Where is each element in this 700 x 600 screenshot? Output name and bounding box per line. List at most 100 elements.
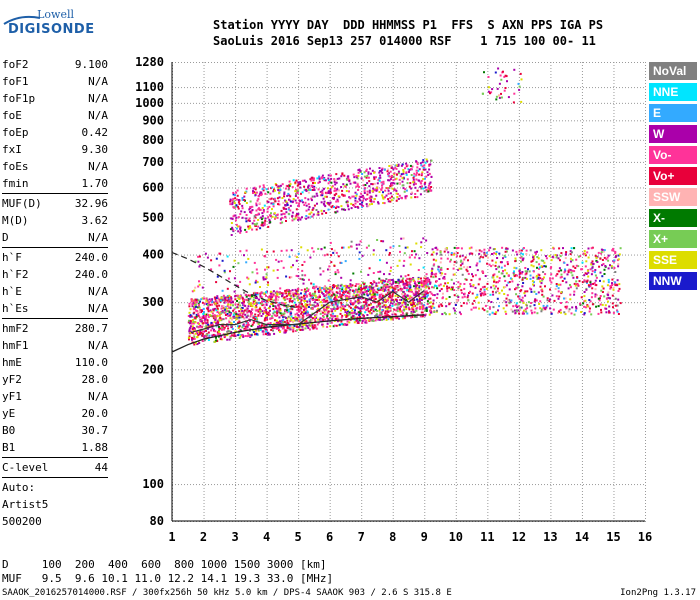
grid-dot xyxy=(193,120,194,122)
grid-dot xyxy=(455,215,457,216)
grid-dot xyxy=(223,484,224,486)
grid-dot xyxy=(329,215,331,216)
grid-dot xyxy=(199,120,200,122)
grid-dot xyxy=(610,102,611,104)
grid-dot xyxy=(392,332,394,333)
grid-dot xyxy=(418,187,419,189)
grid-dot xyxy=(424,497,426,498)
grid-dot xyxy=(211,254,212,256)
grid-dot xyxy=(455,341,457,342)
grid-dot xyxy=(475,87,476,89)
grid-dot xyxy=(607,217,608,219)
grid-dot xyxy=(455,104,457,105)
grid-dot xyxy=(613,68,615,69)
grid-dot xyxy=(518,293,520,294)
grid-dot xyxy=(613,311,615,312)
grid-dot xyxy=(469,161,470,163)
echo-point xyxy=(310,315,313,318)
grid-dot xyxy=(379,484,380,486)
grid-dot xyxy=(631,302,632,304)
grid-dot xyxy=(235,479,237,480)
grid-dot xyxy=(235,401,237,402)
grid-dot xyxy=(199,139,200,141)
grid-dot xyxy=(266,152,268,153)
grid-dot xyxy=(607,161,608,163)
grid-dot xyxy=(487,281,489,282)
grid-dot xyxy=(487,374,489,375)
grid-dot xyxy=(581,101,583,102)
grid-dot xyxy=(550,398,552,399)
grid-dot xyxy=(235,257,237,258)
grid-dot xyxy=(581,368,583,369)
grid-dot xyxy=(581,203,583,204)
grid-dot xyxy=(203,479,205,480)
grid-dot xyxy=(645,365,646,366)
grid-dot xyxy=(181,187,182,189)
grid-dot xyxy=(266,416,268,417)
grid-dot xyxy=(277,369,278,371)
grid-dot xyxy=(250,62,251,63)
echo-point xyxy=(255,304,258,307)
grid-dot xyxy=(625,484,626,486)
grid-dot xyxy=(487,254,489,255)
grid-dot xyxy=(266,167,268,168)
grid-dot xyxy=(550,386,552,387)
grid-dot xyxy=(514,139,515,141)
grid-dot xyxy=(256,217,257,219)
grid-dot xyxy=(392,68,394,69)
grid-dot xyxy=(187,139,188,141)
grid-dot xyxy=(613,119,615,120)
grid-dot xyxy=(329,344,331,345)
grid-dot xyxy=(645,242,646,243)
grid-dot xyxy=(370,102,371,104)
grid-dot xyxy=(518,203,520,204)
grid-dot xyxy=(203,476,205,477)
grid-dot xyxy=(518,320,520,321)
grid-dot xyxy=(645,266,646,267)
grid-dot xyxy=(223,120,224,122)
grid-dot xyxy=(604,161,605,163)
grid-dot xyxy=(370,120,371,122)
grid-dot xyxy=(550,467,552,468)
grid-dot xyxy=(550,104,552,105)
grid-dot xyxy=(613,65,615,66)
grid-dot xyxy=(361,452,363,453)
grid-dot xyxy=(518,116,520,117)
grid-dot xyxy=(301,120,302,122)
grid-dot xyxy=(550,149,552,150)
grid-dot xyxy=(508,102,509,104)
grid-dot xyxy=(235,356,237,357)
grid-dot xyxy=(235,404,237,405)
grid-dot xyxy=(645,302,646,303)
grid-dot xyxy=(203,419,205,420)
grid-dot xyxy=(329,350,331,351)
grid-dot xyxy=(266,350,268,351)
grid-dot xyxy=(607,484,608,486)
grid-dot xyxy=(518,206,520,207)
grid-dot xyxy=(175,62,176,63)
grid-dot xyxy=(298,281,300,282)
grid-dot xyxy=(518,191,520,192)
grid-dot xyxy=(472,369,473,371)
grid-dot xyxy=(523,217,524,219)
grid-dot xyxy=(322,139,323,141)
grid-dot xyxy=(490,62,491,63)
grid-dot xyxy=(581,293,583,294)
grid-dot xyxy=(313,120,314,122)
grid-dot xyxy=(187,62,188,63)
grid-dot xyxy=(518,122,520,123)
grid-dot xyxy=(349,87,350,89)
grid-dot xyxy=(329,257,331,258)
grid-dot xyxy=(455,395,457,396)
grid-dot xyxy=(235,200,237,201)
grid-dot xyxy=(329,164,331,165)
grid-dot xyxy=(334,87,335,89)
echo-point xyxy=(237,284,239,287)
grid-dot xyxy=(361,104,363,105)
grid-dot xyxy=(457,161,458,163)
grid-dot xyxy=(322,369,323,371)
grid-dot xyxy=(331,139,332,141)
grid-dot xyxy=(424,484,425,486)
grid-dot xyxy=(235,338,237,339)
grid-dot xyxy=(266,80,268,81)
